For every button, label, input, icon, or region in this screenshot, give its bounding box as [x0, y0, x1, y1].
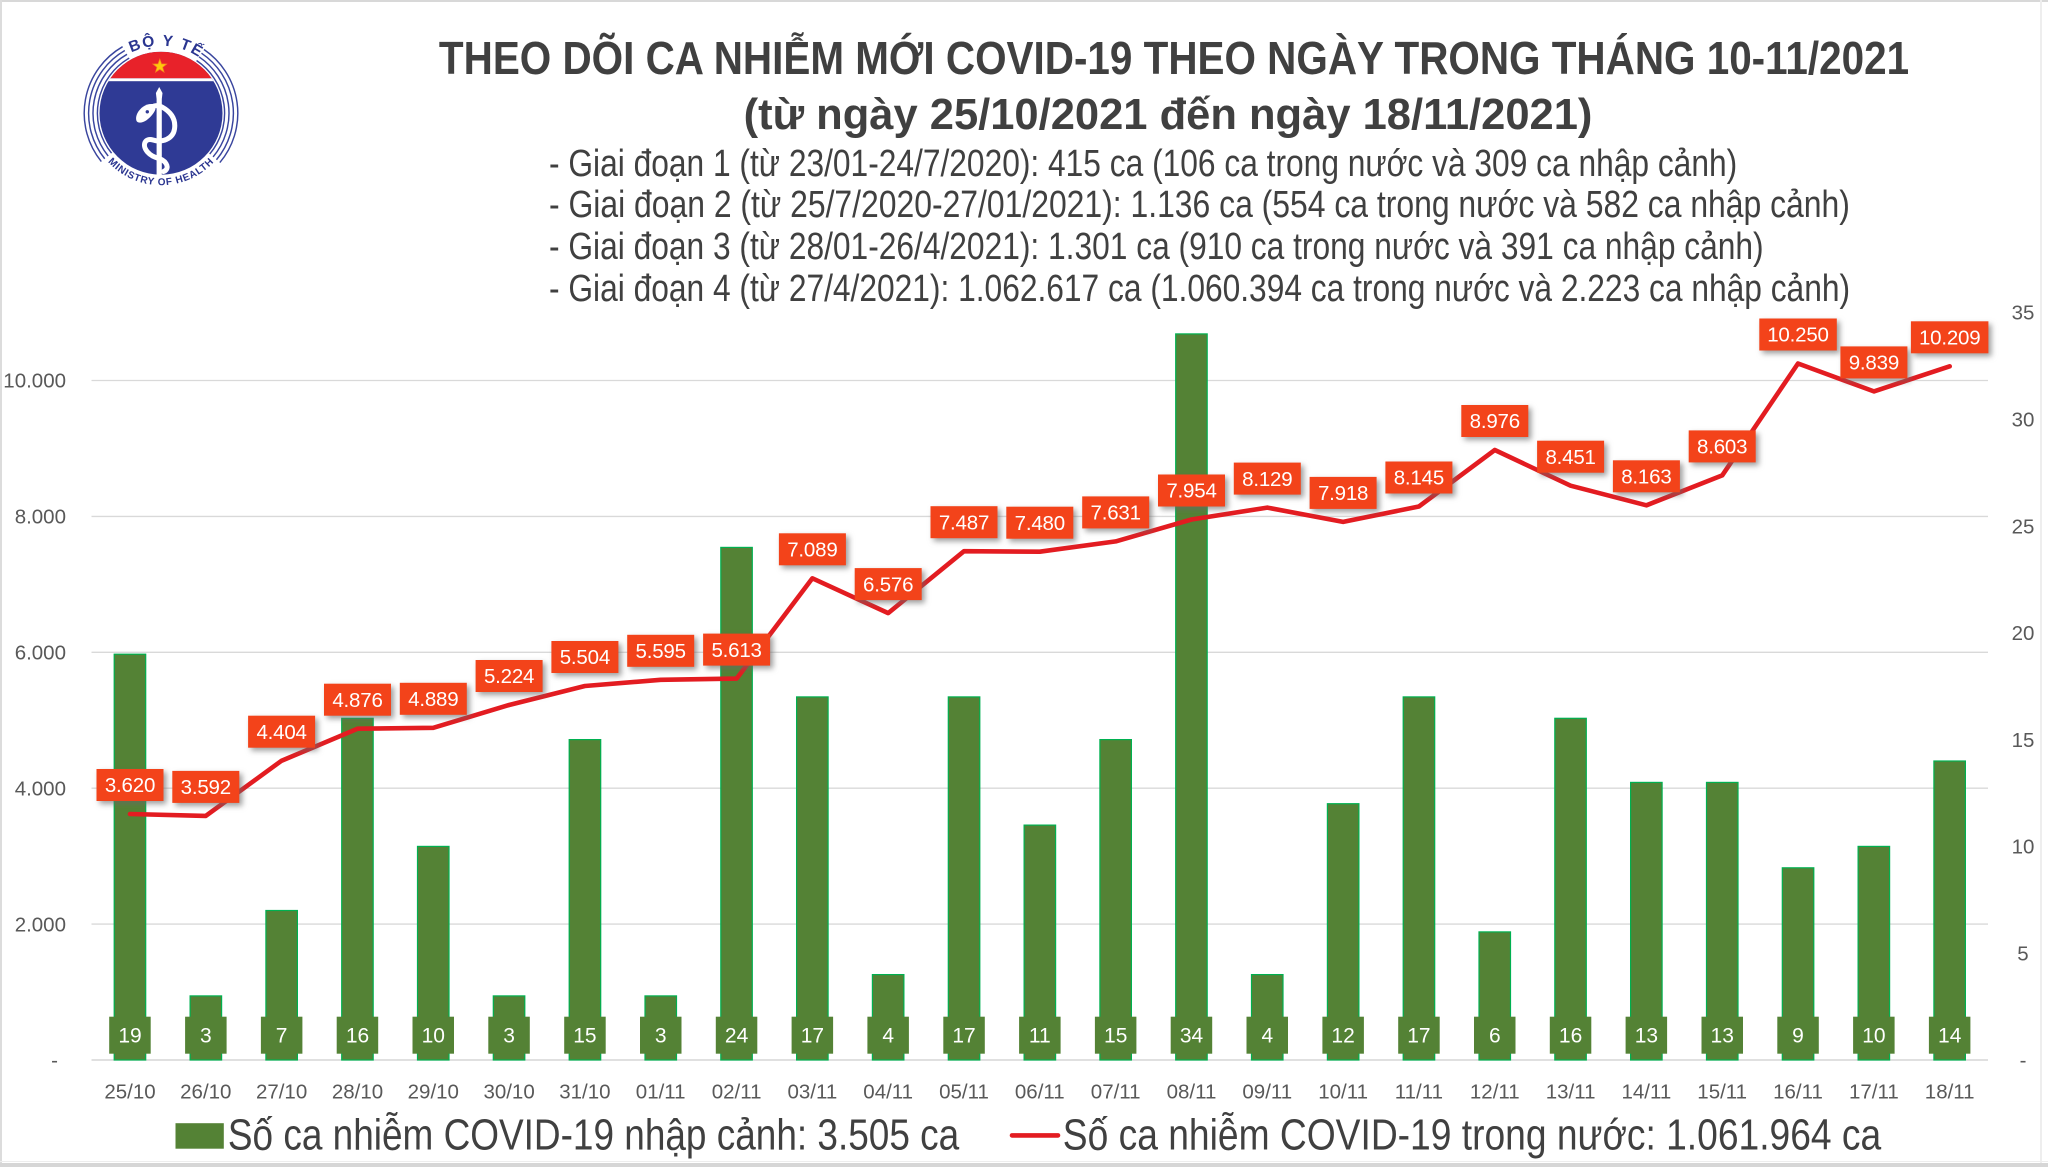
svg-text:Số ca nhiễm COVID-19 trong nướ: Số ca nhiễm COVID-19 trong nước: 1.061.9…	[1063, 1110, 1882, 1160]
svg-text:3.620: 3.620	[105, 774, 155, 797]
svg-text:8.603: 8.603	[1697, 436, 1747, 459]
svg-text:31/10: 31/10	[559, 1081, 610, 1104]
svg-text:11/11: 11/11	[1395, 1081, 1443, 1104]
svg-text:08/11: 08/11	[1167, 1081, 1217, 1104]
svg-text:10: 10	[2012, 836, 2035, 859]
svg-text:07/11: 07/11	[1091, 1081, 1141, 1104]
svg-text:10: 10	[422, 1025, 445, 1048]
svg-text:7.918: 7.918	[1318, 482, 1368, 505]
svg-text:8.145: 8.145	[1394, 467, 1444, 490]
svg-text:8.000: 8.000	[15, 506, 66, 529]
svg-text:-: -	[2020, 1049, 2027, 1072]
svg-text:16: 16	[346, 1025, 369, 1048]
svg-text:5.504: 5.504	[560, 646, 610, 669]
svg-text:5.613: 5.613	[711, 639, 761, 662]
svg-text:4.889: 4.889	[408, 688, 458, 711]
svg-text:18/11: 18/11	[1925, 1081, 1975, 1104]
svg-text:4.000: 4.000	[15, 777, 66, 800]
svg-text:4.404: 4.404	[256, 721, 306, 744]
svg-text:3: 3	[503, 1025, 515, 1048]
svg-text:15: 15	[2012, 729, 2035, 752]
svg-text:03/11: 03/11	[788, 1081, 838, 1104]
svg-text:04/11: 04/11	[863, 1081, 913, 1104]
svg-text:7.487: 7.487	[939, 511, 989, 534]
svg-text:4: 4	[1261, 1025, 1273, 1048]
svg-text:17: 17	[1407, 1025, 1430, 1048]
svg-text:27/10: 27/10	[256, 1081, 307, 1104]
svg-text:30/10: 30/10	[483, 1081, 534, 1104]
svg-text:10.250: 10.250	[1767, 324, 1829, 347]
svg-text:12/11: 12/11	[1470, 1081, 1520, 1104]
svg-text:10: 10	[1862, 1025, 1885, 1048]
svg-text:5: 5	[2017, 942, 2028, 965]
svg-text:7.480: 7.480	[1015, 512, 1065, 535]
svg-text:24: 24	[725, 1025, 749, 1048]
svg-text:8.451: 8.451	[1545, 446, 1595, 469]
svg-text:29/10: 29/10	[408, 1081, 459, 1104]
svg-text:4: 4	[882, 1025, 894, 1048]
svg-text:7: 7	[276, 1025, 288, 1048]
svg-text:25: 25	[2012, 515, 2035, 538]
svg-text:35: 35	[2012, 302, 2035, 325]
svg-text:3: 3	[200, 1025, 212, 1048]
svg-text:9: 9	[1792, 1025, 1804, 1048]
svg-text:9.839: 9.839	[1849, 352, 1899, 375]
svg-text:7.631: 7.631	[1091, 502, 1141, 525]
svg-text:5.595: 5.595	[636, 640, 686, 663]
svg-text:13/11: 13/11	[1546, 1081, 1596, 1104]
svg-text:09/11: 09/11	[1242, 1081, 1292, 1104]
svg-text:11: 11	[1029, 1025, 1051, 1048]
svg-text:13: 13	[1635, 1025, 1658, 1048]
svg-text:8.163: 8.163	[1621, 466, 1671, 489]
svg-text:17: 17	[801, 1025, 824, 1048]
svg-text:3: 3	[655, 1025, 667, 1048]
svg-text:8.129: 8.129	[1242, 468, 1292, 491]
svg-text:17: 17	[952, 1025, 975, 1048]
svg-text:30: 30	[2012, 409, 2035, 432]
svg-text:15: 15	[573, 1025, 596, 1048]
svg-text:28/10: 28/10	[332, 1081, 383, 1104]
svg-text:16/11: 16/11	[1773, 1081, 1823, 1104]
svg-text:13: 13	[1711, 1025, 1734, 1048]
svg-text:26/10: 26/10	[180, 1081, 231, 1104]
svg-text:10/11: 10/11	[1318, 1081, 1368, 1104]
svg-text:15/11: 15/11	[1697, 1081, 1747, 1104]
svg-text:14: 14	[1938, 1025, 1962, 1048]
svg-text:5.224: 5.224	[484, 665, 534, 688]
svg-text:15: 15	[1104, 1025, 1127, 1048]
svg-text:Số ca nhiễm COVID-19 nhập cảnh: Số ca nhiễm COVID-19 nhập cảnh: 3.505 ca	[228, 1110, 960, 1160]
svg-text:-: -	[51, 1049, 58, 1072]
svg-text:7.089: 7.089	[787, 539, 837, 562]
svg-text:05/11: 05/11	[939, 1081, 989, 1104]
svg-text:6.576: 6.576	[863, 573, 913, 596]
svg-text:06/11: 06/11	[1015, 1081, 1065, 1104]
svg-text:17/11: 17/11	[1849, 1081, 1899, 1104]
svg-text:34: 34	[1180, 1025, 1204, 1048]
svg-text:3.592: 3.592	[181, 776, 231, 799]
svg-text:25/10: 25/10	[104, 1081, 155, 1104]
svg-text:10.209: 10.209	[1919, 327, 1981, 350]
svg-text:01/11: 01/11	[636, 1081, 686, 1104]
svg-text:14/11: 14/11	[1622, 1081, 1672, 1104]
svg-text:4.876: 4.876	[332, 689, 382, 712]
svg-text:12: 12	[1331, 1025, 1354, 1048]
svg-text:8.976: 8.976	[1470, 410, 1520, 433]
svg-text:7.954: 7.954	[1166, 480, 1216, 503]
svg-text:10.000: 10.000	[3, 370, 66, 393]
svg-text:20: 20	[2012, 622, 2035, 645]
svg-text:6: 6	[1489, 1025, 1501, 1048]
svg-text:19: 19	[118, 1025, 141, 1048]
svg-text:6.000: 6.000	[15, 642, 66, 665]
svg-text:2.000: 2.000	[15, 913, 66, 936]
svg-text:16: 16	[1559, 1025, 1582, 1048]
svg-text:02/11: 02/11	[712, 1081, 762, 1104]
